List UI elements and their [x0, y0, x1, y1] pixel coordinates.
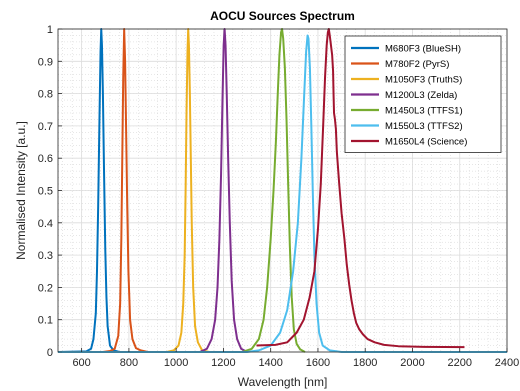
chart-title: AOCU Sources Spectrum: [210, 9, 355, 23]
y-tick-label: 0.7: [38, 121, 53, 133]
x-tick-label: 600: [72, 357, 90, 369]
y-tick-label: 0.5: [38, 186, 53, 198]
x-tick-label: 2400: [495, 357, 519, 369]
legend-label-5: M1550L3 (TTFS2): [385, 121, 463, 132]
y-tick-label: 0.4: [38, 218, 53, 230]
legend-label-2: M1050F3 (TruthS): [385, 75, 462, 86]
legend-label-1: M780F2 (PyrS): [385, 59, 449, 70]
y-tick-label: 0.1: [38, 315, 53, 327]
x-tick-label: 1400: [258, 357, 282, 369]
legend-label-6: M1650L4 (Science): [385, 137, 467, 148]
y-tick-label: 0.3: [38, 250, 53, 262]
y-tick-label: 0: [47, 347, 53, 359]
y-tick-label: 0.9: [38, 56, 53, 68]
y-tick-label: 0.6: [38, 153, 53, 165]
series-line-6: [256, 28, 465, 349]
y-tick-label: 0.2: [38, 282, 53, 294]
legend: M680F3 (BlueSH) M780F2 (PyrS) M1050F3 (Tru…: [344, 35, 502, 153]
series-line-4: [58, 28, 306, 353]
x-tick-label: 1800: [353, 357, 377, 369]
x-tick-label: 2000: [400, 357, 424, 369]
x-tick-label: 1000: [164, 357, 188, 369]
legend-label-0: M680F3 (BlueSH): [385, 44, 461, 55]
y-tick-label: 1: [47, 24, 53, 36]
series-line-5: [58, 34, 507, 353]
ticks-layer: 600 800 1000 1200 1400 1600 1800 2000 2200 2400 0 0…: [38, 24, 520, 369]
x-tick-label: 800: [120, 357, 138, 369]
y-axis-label: Normalised Intensity [a.u.]: [14, 121, 28, 260]
y-tick-label: 0.8: [38, 89, 53, 101]
legend-label-3: M1200L3 (Zelda): [385, 90, 457, 101]
x-tick-label: 1200: [211, 357, 235, 369]
series-line-3: [58, 28, 248, 353]
x-tick-label: 1600: [306, 357, 330, 369]
legend-label-4: M1450L3 (TTFS1): [385, 106, 463, 117]
series-line-2: [58, 28, 210, 353]
x-axis-label: Wavelength [nm]: [238, 375, 328, 389]
x-tick-label: 2200: [447, 357, 471, 369]
